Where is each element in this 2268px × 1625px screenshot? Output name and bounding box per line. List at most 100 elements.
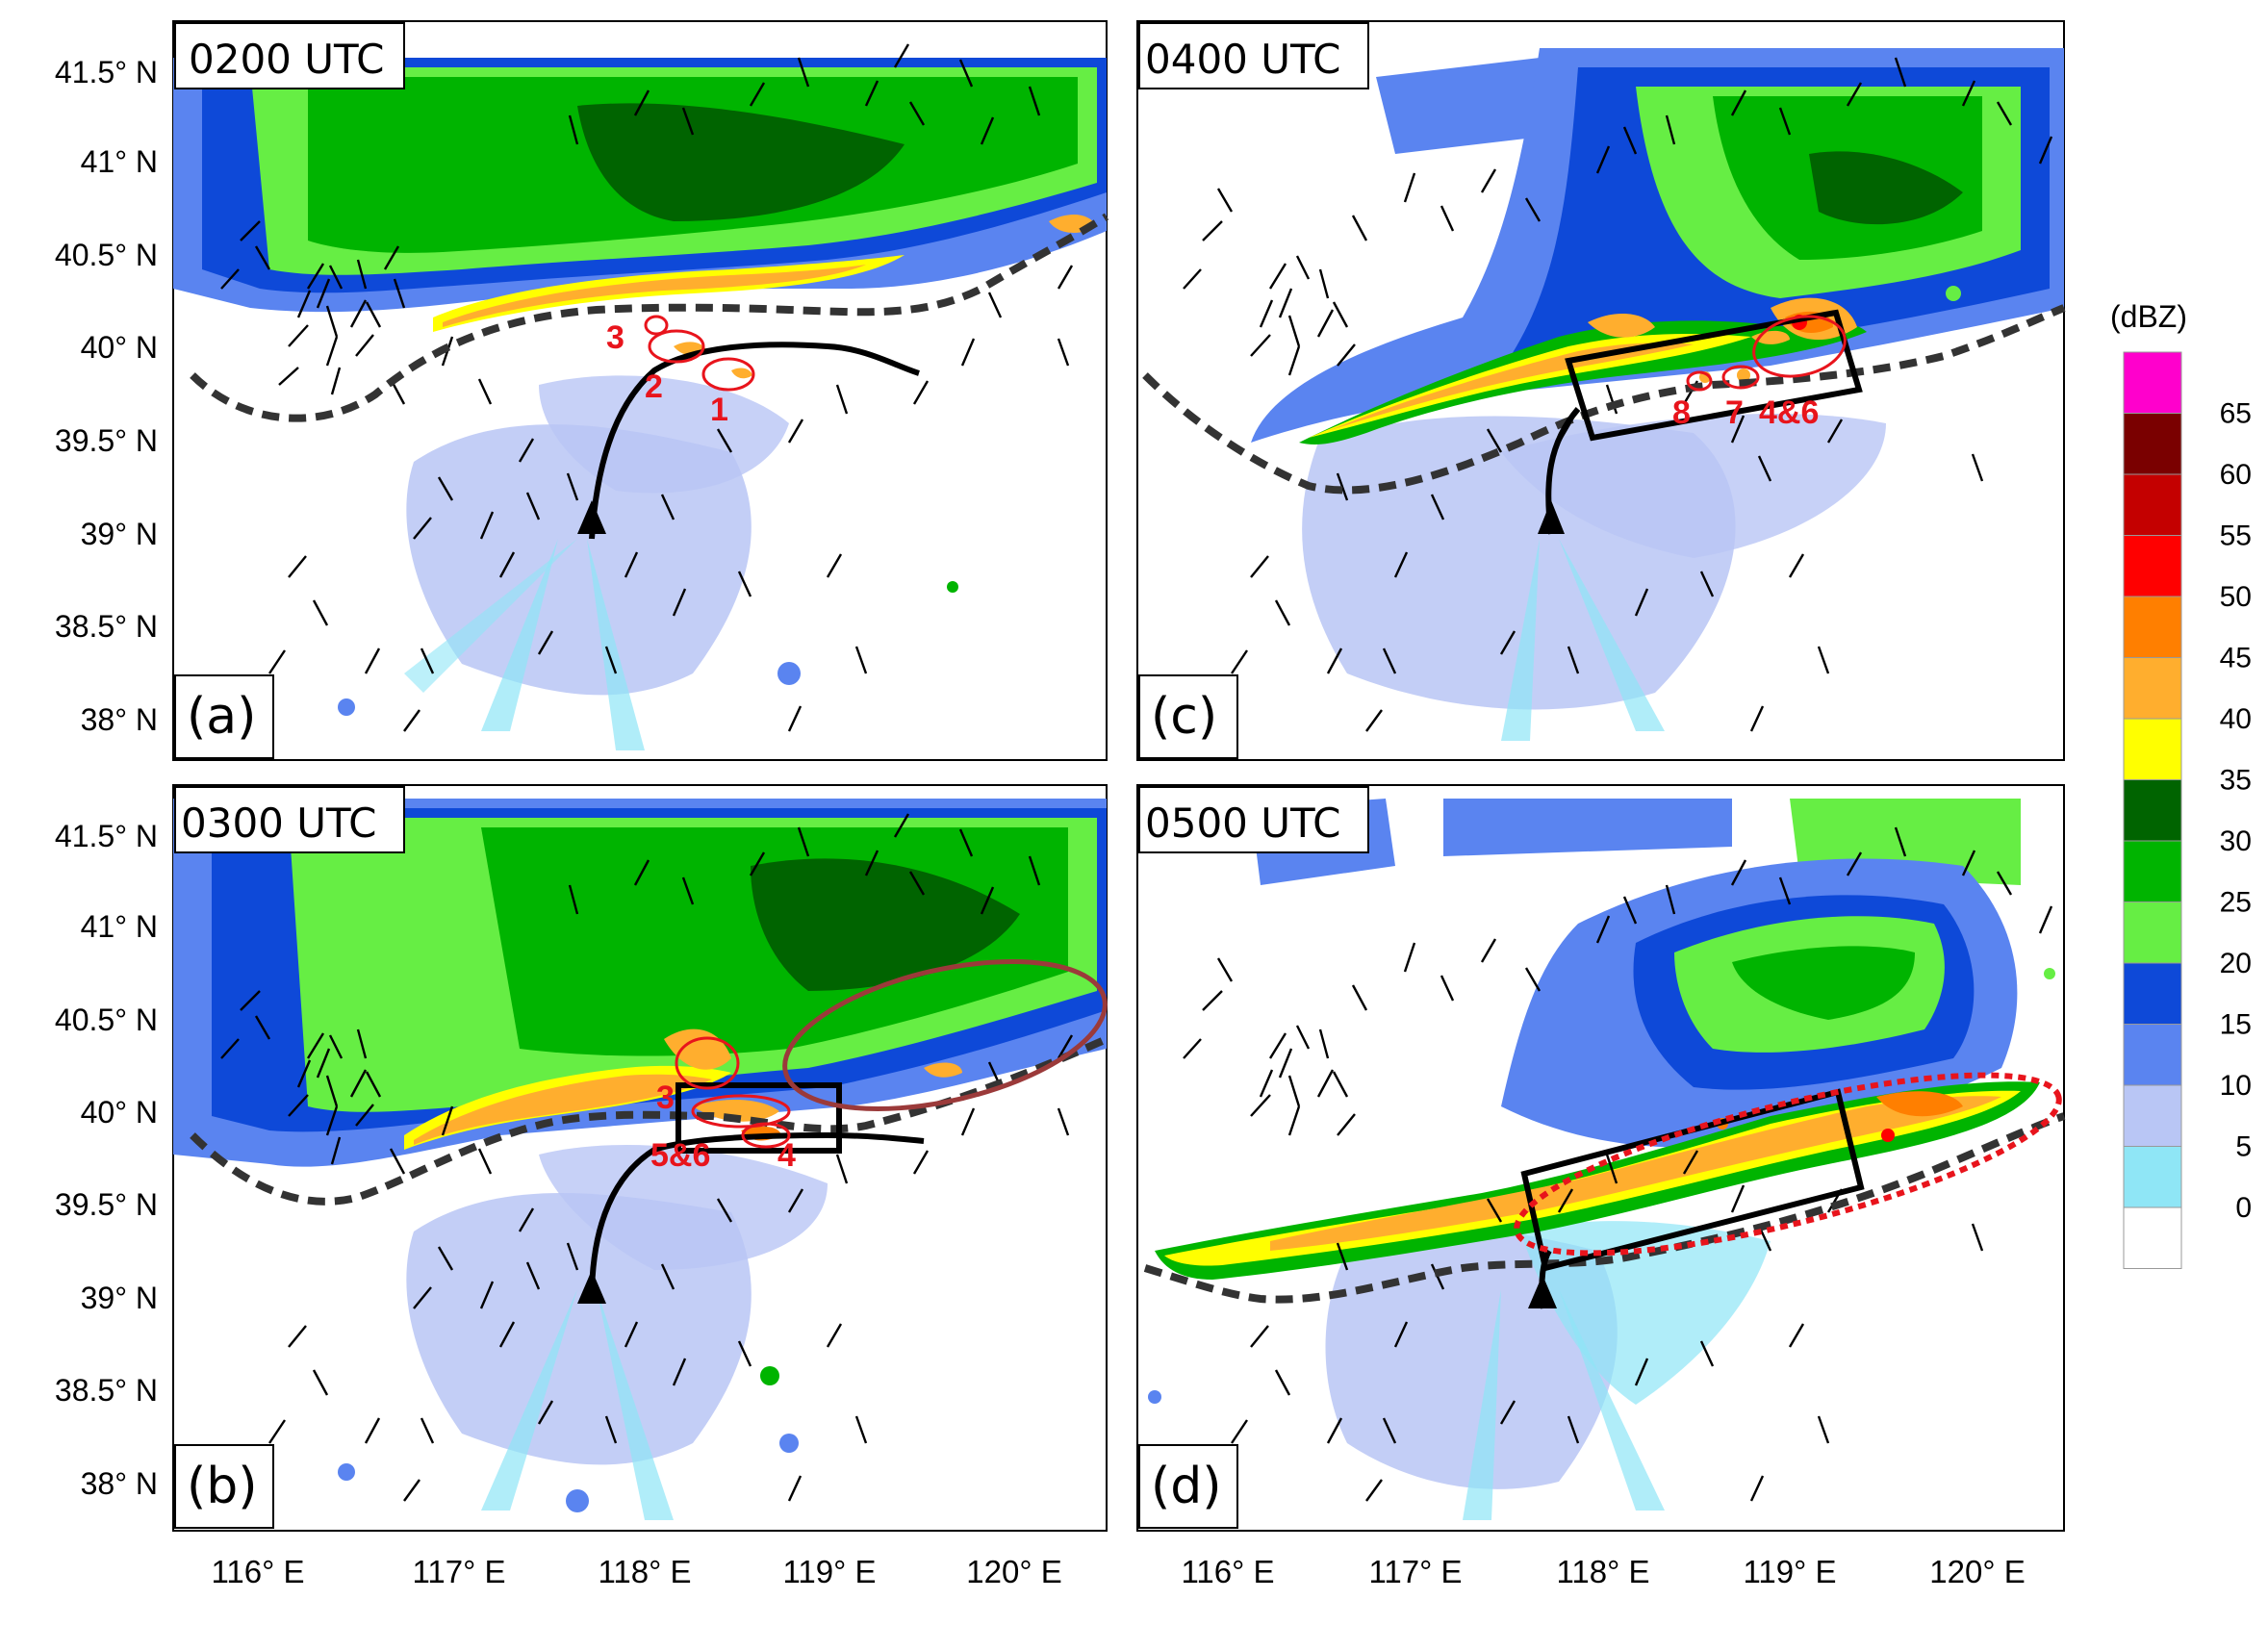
y-tick-label: 38° N	[81, 702, 158, 737]
radar-echo	[173, 58, 1107, 750]
time-label-box	[1138, 786, 1369, 853]
colorbar-label: 50	[2220, 581, 2252, 613]
x-axis-left: 116° E 117° E 118° E 119° E 120° E	[212, 1554, 1062, 1589]
y-tick-label: 41.5° N	[55, 819, 158, 853]
colorbar-label: 45	[2220, 643, 2252, 674]
cell-ellipse-5-6	[691, 1094, 791, 1129]
radar-echo	[1148, 799, 2055, 1520]
colorbar-swatch	[2123, 962, 2182, 1025]
panel-letter-box	[1138, 1444, 1238, 1529]
colorbar-label: 5	[2235, 1131, 2252, 1163]
colorbar-label: 30	[2220, 825, 2252, 857]
wind-barbs	[220, 43, 1074, 732]
y-tick-label: 40° N	[81, 1095, 158, 1130]
y-tick-label: 38.5° N	[55, 1373, 158, 1408]
radar-site	[1538, 500, 1565, 534]
colorbar-label: 10	[2220, 1070, 2252, 1102]
x-tick-label: 118° E	[1557, 1554, 1650, 1589]
colorbar-label: 55	[2220, 521, 2252, 552]
colorbar-swatch	[2123, 840, 2182, 902]
colorbar-label: 25	[2220, 887, 2252, 919]
cell-label: 3	[656, 1079, 675, 1116]
x-tick-label: 117° E	[413, 1554, 506, 1589]
y-tick-label: 39.5° N	[55, 423, 158, 458]
y-tick-label: 40° N	[81, 330, 158, 365]
x-axis-right: 116° E 117° E 118° E 119° E 120° E	[1182, 1554, 2026, 1589]
radar-site	[577, 1270, 606, 1304]
cell-ellipse-3	[644, 315, 669, 336]
x-tick-label: 117° E	[1369, 1554, 1463, 1589]
y-tick-label: 41.5° N	[55, 55, 158, 89]
dryline-dashed	[1142, 304, 2066, 495]
panel-a: 1 2 3 0200 UTC (a)	[172, 20, 1109, 761]
cell-ellipse-4	[741, 1122, 791, 1149]
cell-label: 4	[777, 1137, 796, 1174]
colorbar-swatch	[2123, 413, 2182, 475]
radar-echo	[1251, 48, 2064, 741]
time-label-box	[174, 786, 405, 853]
panel-d: 0500 UTC (d)	[1136, 784, 2066, 1532]
cell-ellipse-4-6	[1752, 315, 1847, 378]
panel-letter-box	[174, 674, 274, 759]
y-tick-label: 41° N	[81, 909, 158, 944]
cell-ellipse-1	[701, 357, 755, 392]
colorbar-swatch	[2123, 1146, 2182, 1208]
radar-site	[577, 500, 606, 534]
colorbar-swatch	[2123, 351, 2182, 414]
cell-ellipse-3	[675, 1036, 740, 1090]
panel-letter-box	[1138, 674, 1238, 759]
y-tick-label: 40.5° N	[55, 238, 158, 272]
cell-ellipse-7	[1721, 365, 1760, 390]
colorbar-swatches	[2123, 351, 2182, 1269]
panel-letter: (b)	[187, 1458, 258, 1515]
cell-label: 5&6	[650, 1137, 710, 1174]
x-tick-label: 119° E	[1744, 1554, 1837, 1589]
y-axis-top: 41.5° N 41° N 40.5° N 40° N 39.5° N 39° …	[55, 55, 158, 737]
wind-barbs	[1183, 826, 2053, 1502]
y-tick-label: 39.5° N	[55, 1187, 158, 1222]
cell-label: 7	[1725, 394, 1744, 431]
colorbar-label: 65	[2220, 398, 2252, 430]
x-tick-label: 120° E	[966, 1554, 1061, 1589]
y-tick-label: 38° N	[81, 1466, 158, 1501]
x-tick-label: 119° E	[783, 1554, 877, 1589]
outflow-boundary	[589, 1131, 925, 1300]
time-label-box	[174, 22, 405, 89]
y-tick-label: 40.5° N	[55, 1003, 158, 1037]
convergence-ellipse	[782, 958, 1108, 1112]
colorbar-label: 40	[2220, 703, 2252, 735]
analysis-box	[1565, 309, 1863, 442]
y-tick-label: 39° N	[81, 1281, 158, 1315]
time-label: 0200 UTC	[189, 36, 385, 83]
y-axis-bottom: 41.5° N 41° N 40.5° N 40° N 39.5° N 39° …	[55, 819, 158, 1501]
colorbar-label: 60	[2220, 459, 2252, 491]
panel-letter: (d)	[1151, 1458, 1222, 1515]
panel-letter-box	[174, 1444, 274, 1529]
dryline-dashed	[190, 213, 1109, 422]
squall-line-ellipse	[1514, 1072, 2062, 1257]
colorbar-swatch	[2123, 901, 2182, 964]
cell-label: 8	[1672, 394, 1691, 431]
colorbar-swatch	[2123, 779, 2182, 842]
cell-label: 1	[710, 392, 728, 428]
cell-label: 3	[606, 319, 624, 356]
x-tick-label: 116° E	[212, 1554, 305, 1589]
cell-ellipse-2	[648, 329, 705, 364]
colorbar-swatch	[2123, 1024, 2182, 1086]
colorbar-label: 35	[2220, 765, 2252, 797]
y-tick-label: 38.5° N	[55, 609, 158, 644]
analysis-box	[675, 1082, 842, 1154]
colorbar-swatch	[2123, 473, 2182, 536]
colorbar-swatch	[2123, 535, 2182, 597]
cell-ellipse-8	[1686, 370, 1713, 392]
colorbar-swatch	[2123, 657, 2182, 720]
x-tick-label: 120° E	[1929, 1554, 2025, 1589]
time-label-box	[1138, 22, 1369, 89]
time-label: 0400 UTC	[1145, 36, 1341, 83]
y-tick-label: 39° N	[81, 517, 158, 551]
x-tick-label: 116° E	[1182, 1554, 1275, 1589]
colorbar-swatch	[2123, 1206, 2182, 1269]
